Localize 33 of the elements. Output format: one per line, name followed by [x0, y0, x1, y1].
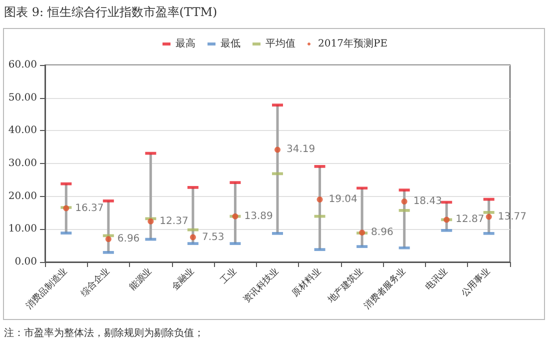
data-label: 34.19: [286, 144, 316, 156]
y-tick-label: 20.00: [8, 190, 37, 202]
data-label: 12.87: [456, 214, 484, 226]
x-tick-label: 综合企业: [78, 266, 112, 299]
x-tick-label: 公用事业: [459, 266, 492, 299]
x-tick-label: 消费者服务业: [362, 266, 408, 312]
data-label: 19.04: [328, 194, 358, 205]
x-tick-label: 消费品制造业: [24, 266, 70, 312]
y-tick-label: 0.00: [14, 256, 37, 268]
data-label: 18.43: [413, 196, 442, 207]
text: 注：市盈率为整体法，剔除规则为剔除负值；: [4, 326, 204, 340]
legend-label: 最高: [176, 38, 196, 50]
data-label: 8.96: [371, 227, 394, 238]
data-label: 12.37: [160, 216, 188, 227]
data-label: 6.96: [117, 234, 140, 245]
x-tick-label: 金融业: [170, 266, 196, 293]
y-tick-label: 40.00: [8, 125, 37, 136]
legend-label: 最低: [220, 38, 241, 50]
y-tick-label: 50.00: [8, 92, 37, 104]
legend-label: 平均值: [266, 38, 296, 50]
data-label: 7.53: [202, 232, 224, 243]
legend-label: 2017年预测PE: [318, 38, 388, 50]
y-tick-label: 60.00: [8, 60, 37, 70]
y-tick-label: 10.00: [8, 224, 37, 235]
y-tick-label: 30.00: [8, 158, 37, 169]
x-tick-label: 电讯业: [423, 266, 450, 293]
data-label: 13.89: [244, 210, 273, 222]
data-label: 16.37: [75, 202, 104, 214]
x-tick-label: 工业: [218, 266, 239, 286]
x-tick-label: 资讯科技业: [241, 266, 282, 306]
chart-title: 图表 9: 恒生综合行业指数市盈率(TTM): [4, 4, 218, 21]
x-tick-label: 原材料业: [290, 266, 324, 299]
x-tick-label: 能源业: [127, 266, 154, 293]
